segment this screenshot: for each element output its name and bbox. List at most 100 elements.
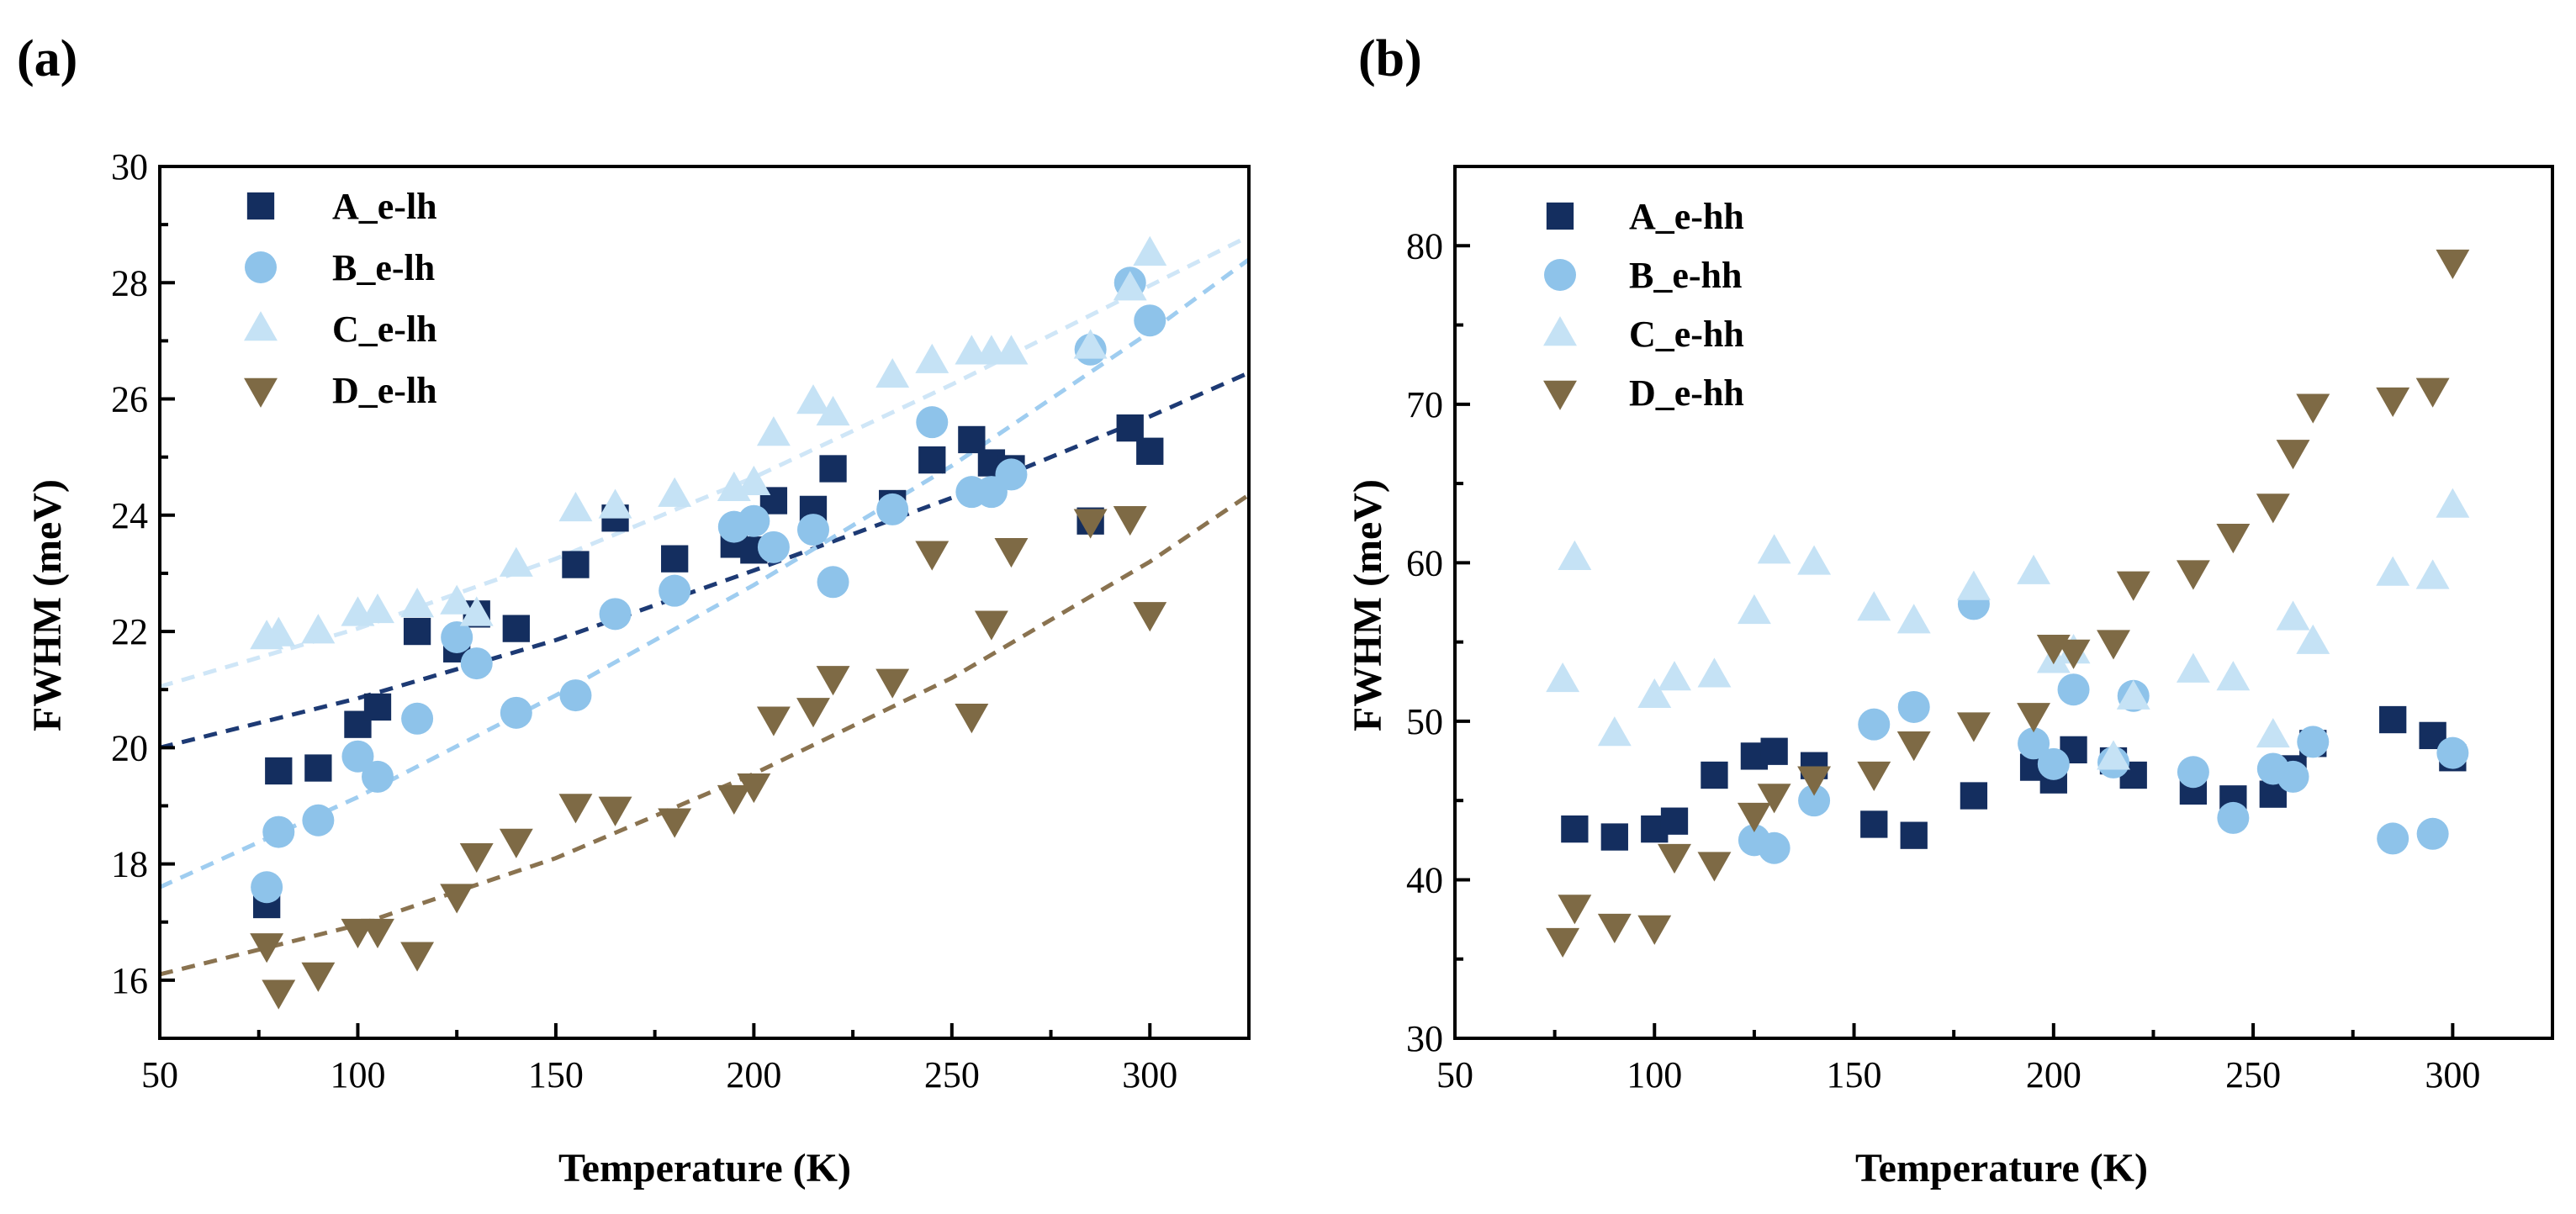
panel-b-point-d xyxy=(2176,560,2210,590)
panel-b-x-axis-title: Temperature (K) xyxy=(1855,1146,2148,1190)
panel-a-point-b xyxy=(817,566,849,599)
panel-b-point-b xyxy=(2037,747,2070,780)
panel-a-point-c xyxy=(1113,271,1147,301)
panel-a-point-d xyxy=(1133,602,1167,632)
panel-a-point-a xyxy=(958,425,986,454)
panel-a-markers xyxy=(250,235,1167,1010)
panel-a-point-b xyxy=(659,574,691,607)
panel-b-point-c xyxy=(2216,661,2251,691)
panel-b-point-d xyxy=(2216,524,2251,554)
panel-b-point-d xyxy=(1546,927,1580,958)
panel-b-point-b xyxy=(1798,784,1831,817)
panel-a-point-d xyxy=(658,808,692,838)
panel-a-legend-label-c: C_e-lh xyxy=(332,309,437,350)
panel-b-legend-marker-d xyxy=(1543,380,1577,410)
panel-a-fit-line-a xyxy=(160,371,1249,750)
panel-b-point-b xyxy=(2436,736,2469,769)
panel-b-point-c xyxy=(2376,556,2410,586)
panel-a-point-d xyxy=(440,884,474,914)
panel-b-y-tick-label: 30 xyxy=(1406,1018,1443,1059)
panel-a-point-b xyxy=(251,871,283,904)
panel-a-y-tick-label: 24 xyxy=(111,495,148,536)
panel-a-point-b xyxy=(460,647,493,680)
panel-b-point-c xyxy=(1757,534,1791,564)
panel-a-point-d xyxy=(301,962,336,992)
panel-a-point-c xyxy=(301,614,336,644)
panel-b-point-b xyxy=(2377,822,2409,855)
panel-a-x-tick-label: 300 xyxy=(1122,1054,1177,1095)
panel-b-point-d xyxy=(1697,852,1732,882)
panel-a-point-c xyxy=(816,395,850,426)
panel-a-legend-label-a: A_e-lh xyxy=(332,186,437,227)
panel-b-point-c xyxy=(2276,600,2310,631)
panel-a-point-b xyxy=(441,620,473,653)
panel-a-fit-line-c xyxy=(160,234,1249,689)
panel-a-point-a xyxy=(265,757,293,785)
panel-a-point-d xyxy=(400,942,435,972)
panel-b-y-tick-label: 70 xyxy=(1406,384,1443,425)
panel-b-x-tick-label: 200 xyxy=(2026,1054,2081,1095)
panel-b-letter: (b) xyxy=(1358,30,1422,87)
panel-b-point-b xyxy=(2018,727,2050,760)
panel-b-markers xyxy=(1546,249,2470,958)
panel-a-y-tick-label: 20 xyxy=(111,727,148,768)
panel-a-point-a xyxy=(363,693,392,721)
panel-b-point-c xyxy=(1658,661,1691,691)
panel-b-x-tick-label: 250 xyxy=(2225,1054,2281,1095)
panel-b-point-d xyxy=(2097,630,2130,660)
panel-b-point-c xyxy=(1896,604,1931,634)
panel-b-point-d xyxy=(1558,895,1592,925)
panel-a-point-b xyxy=(757,530,790,563)
panel-a-x-tick-label: 50 xyxy=(141,1054,178,1095)
panel-b-point-a xyxy=(1600,823,1628,851)
panel-b-point-d xyxy=(2256,494,2290,524)
panel-b-y-tick-label: 60 xyxy=(1406,542,1443,583)
panel-b-point-a xyxy=(1900,821,1928,849)
panel-a-point-b xyxy=(995,458,1028,491)
panel-a-point-a xyxy=(918,446,946,474)
panel-b-legend-marker-a xyxy=(1546,202,1574,230)
panel-b-point-b xyxy=(1897,690,1930,723)
panel-a-frame xyxy=(158,165,1251,1040)
panel-b-frame xyxy=(1453,165,2554,1040)
panel-b-point-b xyxy=(2416,817,2449,850)
panel-b-legend-marker-c xyxy=(1543,316,1577,346)
panel-b-point-c xyxy=(1697,657,1732,688)
panel-b-point-d xyxy=(1956,712,1991,742)
panel-a-point-a xyxy=(1116,414,1144,442)
panel-b-point-a xyxy=(1960,782,1988,810)
panel-b-point-d xyxy=(2276,440,2310,470)
panel-b-x-tick-label: 300 xyxy=(2425,1054,2480,1095)
panel-b-point-a xyxy=(1701,761,1728,789)
panel-b-x-tick-label: 150 xyxy=(1827,1054,1882,1095)
panel-a-legend-marker-d xyxy=(244,377,278,408)
panel-a-point-d xyxy=(875,668,910,699)
panel-a-letter: (a) xyxy=(17,30,77,87)
panel-b-point-c xyxy=(1956,570,1991,600)
panel-b-point-a xyxy=(1860,810,1888,838)
panel-a-point-c xyxy=(499,546,533,577)
panel-a-point-c xyxy=(1133,235,1167,266)
panel-a-legend-label-b: B_e-lh xyxy=(332,247,435,288)
panel-a-point-a xyxy=(1136,437,1164,465)
panel-a-point-c xyxy=(658,477,692,507)
panel-b-point-b xyxy=(2217,801,2250,834)
panel-a-point-a xyxy=(502,615,530,642)
panel-b-point-c xyxy=(1737,594,1771,625)
panel-b-point-c xyxy=(2256,717,2290,748)
panel-a-point-b xyxy=(876,493,909,525)
panel-a-point-b xyxy=(738,504,770,537)
panel-a-point-d xyxy=(955,704,989,734)
panel-a-point-d xyxy=(499,828,533,858)
panel-b-point-c xyxy=(2097,740,2130,770)
panel-b-point-c xyxy=(2296,624,2330,654)
panel-a-point-d xyxy=(974,610,1008,641)
panel-b-point-d xyxy=(2415,377,2450,408)
chart-panel-a: (a) Temperature (K) FWHM (meV) 50 100 150 2… xyxy=(17,30,1251,1190)
panel-a-legend-label-d: D_e-lh xyxy=(332,370,437,411)
panel-a-point-b xyxy=(916,406,949,439)
panel-a-point-c xyxy=(459,596,494,626)
panel-b-point-c xyxy=(2415,559,2450,589)
panel-a-point-c xyxy=(915,343,949,373)
